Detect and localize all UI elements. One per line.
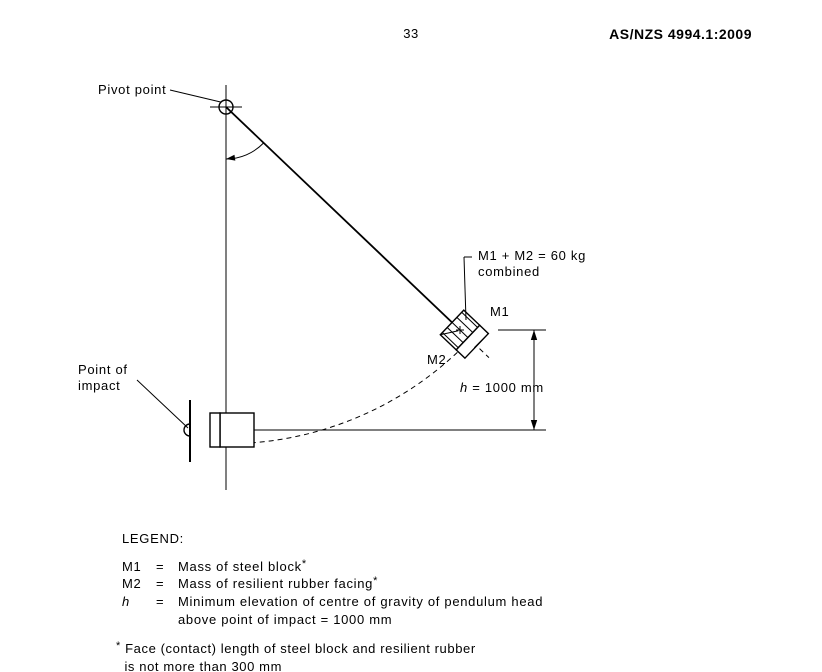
m1-label: M1	[490, 304, 509, 319]
legend-definition: Mass of resilient rubber facing*	[178, 575, 378, 593]
page: 33 AS/NZS 4994.1:2009 Pivot point Point …	[0, 0, 822, 672]
legend: LEGEND: M1=Mass of steel block*M2=Mass o…	[122, 530, 543, 628]
impact-label-line2: impact	[78, 378, 121, 393]
legend-title: LEGEND:	[122, 530, 543, 548]
h-value: = 1000 mm	[468, 380, 544, 395]
footnote-line1: Face (contact) length of steel block and…	[125, 641, 476, 656]
legend-row: M1=Mass of steel block*	[122, 558, 543, 576]
h-symbol: h	[460, 380, 468, 395]
legend-symbol: M1	[122, 558, 156, 576]
impact-label-line1: Point of	[78, 362, 128, 377]
legend-row: h=Minimum elevation of centre of gravity…	[122, 593, 543, 628]
pivot-label: Pivot point	[98, 82, 166, 97]
mass-label-line1: M1 + M2 = 60 kg	[478, 248, 586, 263]
legend-symbol: h	[122, 593, 156, 628]
m2-label: M2	[427, 352, 446, 367]
legend-equals: =	[156, 593, 178, 628]
legend-equals: =	[156, 558, 178, 576]
footnote-line2: is not more than 300 mm	[124, 659, 282, 672]
footnote: * Face (contact) length of steel block a…	[116, 640, 476, 672]
h-label: h = 1000 mm	[460, 380, 544, 395]
footnote-star: *	[116, 640, 121, 652]
legend-definition: Minimum elevation of centre of gravity o…	[178, 593, 543, 628]
legend-definition: Mass of steel block*	[178, 558, 307, 576]
mass-label-line2: combined	[478, 264, 540, 279]
legend-equals: =	[156, 575, 178, 593]
legend-symbol: M2	[122, 575, 156, 593]
legend-row: M2=Mass of resilient rubber facing*	[122, 575, 543, 593]
